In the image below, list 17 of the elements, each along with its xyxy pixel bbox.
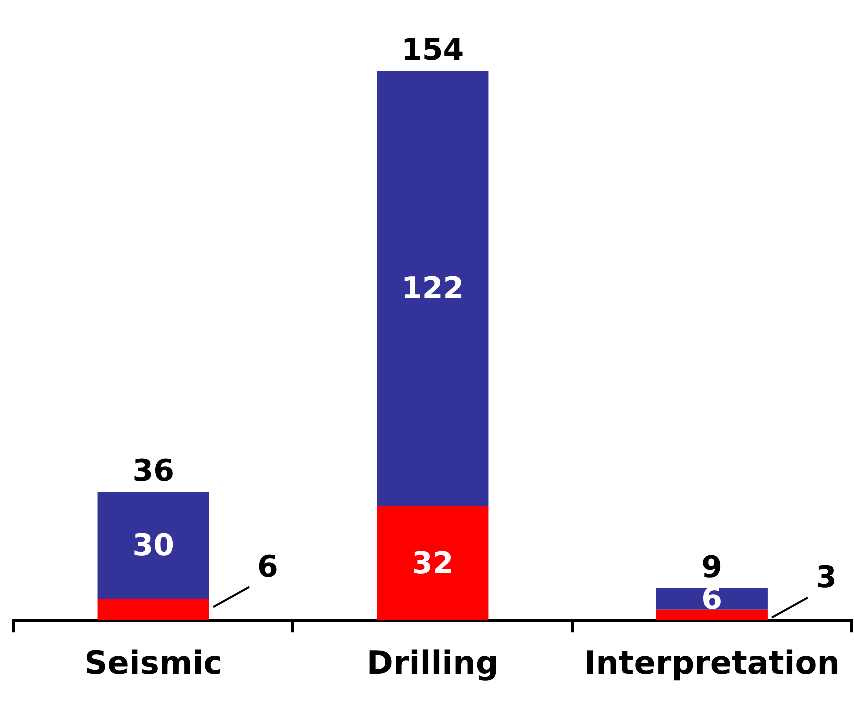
bar [98, 599, 210, 621]
total-label: 154 [402, 33, 464, 68]
x-tick-label: Drilling [366, 644, 499, 682]
bar [377, 506, 489, 621]
x-tick-label: Interpretation [584, 644, 840, 682]
data-label: 3 [816, 560, 837, 596]
data-label: 122 [402, 272, 464, 307]
data-label: 30 [132, 528, 174, 564]
data-label: 6 [257, 550, 278, 585]
bar [656, 610, 768, 621]
x-tick-label: Seismic [84, 644, 223, 682]
total-label: 9 [702, 550, 723, 586]
bar [377, 71, 489, 506]
bar [656, 588, 768, 610]
total-label: 36 [132, 454, 174, 490]
bar [98, 492, 210, 600]
data-label: 32 [412, 546, 454, 582]
